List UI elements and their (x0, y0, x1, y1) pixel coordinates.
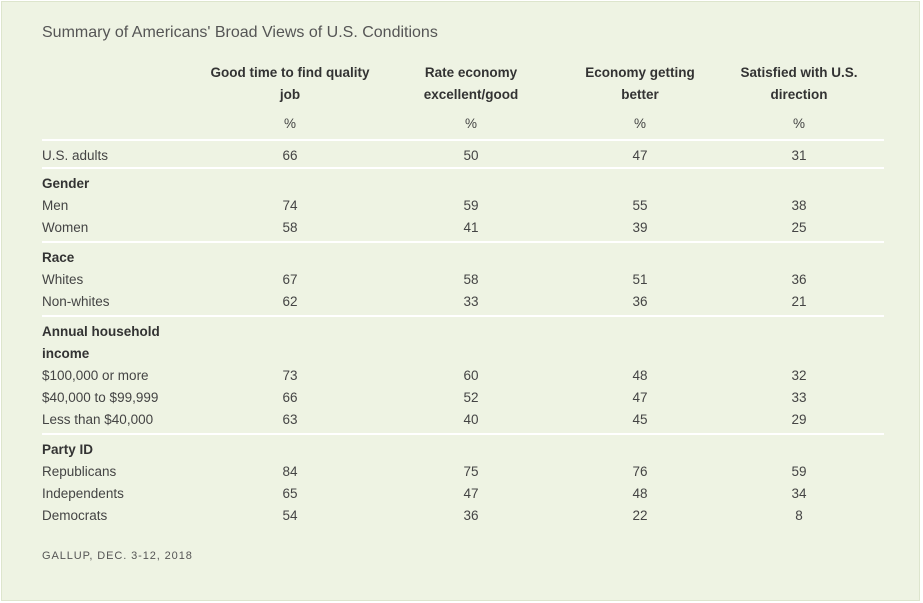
table-row: Less than $40,000 63 40 45 29 (42, 409, 884, 434)
cell-value: 31 (714, 139, 884, 168)
cell-value: 48 (632, 486, 648, 501)
cell-value: 38 (791, 198, 807, 213)
cell-value: 41 (463, 220, 479, 235)
cell-value: 65 (282, 486, 298, 501)
source-note: GALLUP, DEC. 3-12, 2018 (42, 550, 193, 562)
unit-label: % (283, 116, 296, 131)
cell-value: 40 (463, 412, 479, 427)
cell-value: 39 (632, 220, 648, 235)
row-label: $40,000 to $99,999 (42, 390, 159, 405)
unit-blank (42, 106, 204, 140)
cell-value: 8 (795, 508, 803, 523)
cell-value: 59 (463, 198, 479, 213)
row-label: Women (42, 220, 89, 235)
chart-title: Summary of Americans' Broad Views of U.S… (42, 24, 438, 41)
group-label: Annual household income (42, 315, 204, 365)
row-label: Whites (42, 272, 84, 287)
cell-value: 51 (632, 272, 648, 287)
column-header: Rate economy excellent/good (423, 65, 519, 102)
cell-value: 34 (791, 486, 807, 501)
cell-value: 66 (282, 390, 298, 405)
cell-value: 60 (463, 368, 479, 383)
table-body: U.S. adults 66 50 47 31 Gender Men 74 59… (42, 139, 884, 527)
table-row: $40,000 to $99,999 66 52 47 33 (42, 387, 884, 409)
row-label: Republicans (42, 464, 117, 479)
cell-value: 33 (791, 390, 807, 405)
cell-value: 59 (791, 464, 807, 479)
table-row: Men 74 59 55 38 (42, 195, 884, 217)
cell-value: 58 (282, 220, 298, 235)
column-header: Good time to find quality job (210, 65, 370, 102)
cell-value: 45 (632, 412, 648, 427)
unit-label: % (633, 116, 646, 131)
cell-value: 52 (463, 390, 479, 405)
header-blank (42, 60, 204, 106)
cell-value: 32 (791, 368, 807, 383)
cell-value: 75 (463, 464, 479, 479)
cell-value: 84 (282, 464, 298, 479)
cell-value: 33 (463, 294, 479, 309)
table-row: Non-whites 62 33 36 21 (42, 291, 884, 316)
column-header: Satisfied with U.S. direction (740, 65, 858, 102)
group-header-row: Annual household income (42, 315, 884, 365)
unit-label: % (792, 116, 805, 131)
cell-value: 47 (632, 390, 648, 405)
cell-value: 55 (632, 198, 648, 213)
cell-value: 66 (204, 139, 376, 168)
cell-value: 54 (282, 508, 298, 523)
cell-value: 36 (463, 508, 479, 523)
cell-value: 21 (791, 294, 807, 309)
unit-row: % % % % (42, 106, 884, 140)
cell-value: 22 (632, 508, 648, 523)
cell-value: 76 (632, 464, 648, 479)
cell-value: 47 (566, 139, 714, 168)
cell-value: 36 (791, 272, 807, 287)
column-header: Economy getting better (585, 65, 695, 102)
table-row: Democrats 54 36 22 8 (42, 505, 884, 527)
cell-value: 25 (791, 220, 807, 235)
row-label: $100,000 or more (42, 368, 149, 383)
summary-table: Good time to find quality job Rate econo… (42, 60, 884, 527)
row-label: Less than $40,000 (42, 412, 154, 427)
unit-label: % (464, 116, 477, 131)
table-row: Republicans 84 75 76 59 (42, 461, 884, 483)
row-label: Non-whites (42, 294, 110, 309)
group-spacer (204, 315, 884, 365)
table-row: Whites 67 58 51 36 (42, 269, 884, 291)
row-label: Democrats (42, 508, 108, 523)
row-label: U.S. adults (42, 139, 204, 168)
cell-value: 36 (632, 294, 648, 309)
cell-value: 63 (282, 412, 298, 427)
cell-value: 74 (282, 198, 298, 213)
cell-value: 73 (282, 368, 298, 383)
group-label: Race (42, 241, 884, 269)
table-row: $100,000 or more 73 60 48 32 (42, 365, 884, 387)
row-label: Men (42, 198, 69, 213)
group-label: Gender (42, 167, 884, 195)
cell-value: 50 (376, 139, 566, 168)
cell-value: 47 (463, 486, 479, 501)
cell-value: 29 (791, 412, 807, 427)
cell-value: 62 (282, 294, 298, 309)
cell-value: 58 (463, 272, 479, 287)
group-header-row: Race (42, 241, 884, 269)
group-header-row: Gender (42, 167, 884, 195)
cell-value: 67 (282, 272, 298, 287)
overall-row: U.S. adults 66 50 47 31 (42, 139, 884, 168)
table-row: Independents 65 47 48 34 (42, 483, 884, 505)
group-header-row: Party ID (42, 433, 884, 461)
row-label: Independents (42, 486, 124, 501)
group-label: Party ID (42, 433, 884, 461)
cell-value: 48 (632, 368, 648, 383)
table-row: Women 58 41 39 25 (42, 217, 884, 242)
header-row: Good time to find quality job Rate econo… (42, 60, 884, 106)
